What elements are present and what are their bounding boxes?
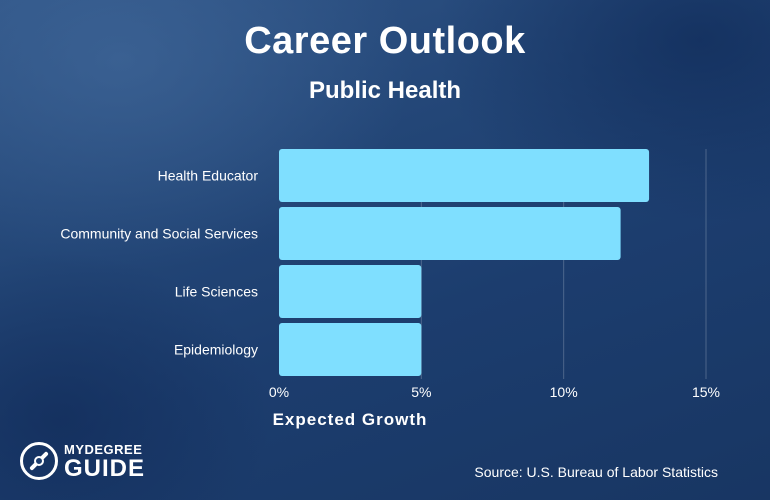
logo-line2: GUIDE [64,455,146,482]
mydegreeguide-logo: MYDEGREE GUIDE [20,440,160,484]
source-note: Source: U.S. Bureau of Labor Statistics [474,464,718,480]
chart-title: Career Outlook [244,20,526,62]
bar [279,149,650,202]
tick-label: 15% [692,384,720,400]
category-label: Health Educator [158,168,259,184]
category-label: Epidemiology [174,342,258,358]
bar [279,323,422,376]
tick-label: 0% [269,384,289,400]
bar [279,265,422,318]
category-label: Life Sciences [175,284,258,300]
compass-icon [20,442,58,480]
logo-line1: MYDEGREE [64,442,143,457]
chart-subtitle: Public Health [308,77,462,104]
x-axis-title: Expected Growth [272,410,428,429]
tick-label: 5% [411,384,431,400]
tick-label: 10% [550,384,578,400]
bar [279,207,621,260]
category-label: Community and Social Services [60,226,258,242]
